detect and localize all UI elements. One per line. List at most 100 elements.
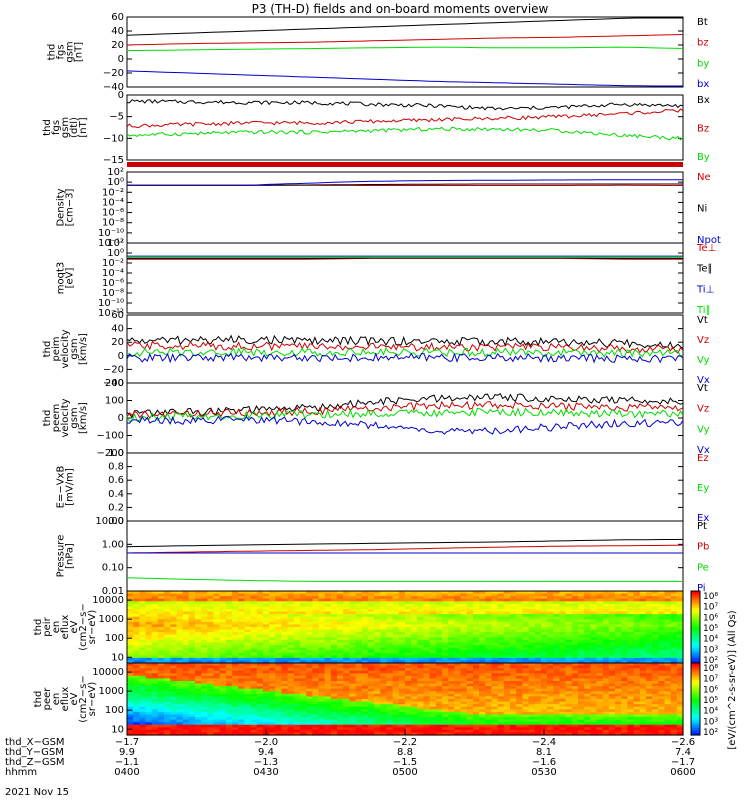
heatmap-cell [361,693,369,698]
heatmap-cell [386,665,394,669]
heatmap-cell [349,606,357,610]
heatmap-cell [398,650,406,654]
heatmap-cell [269,629,276,633]
heatmap-cell [528,704,536,708]
heatmap-cell [306,642,313,646]
legend-label-black: Vt [697,383,708,394]
heatmap-cell [182,603,190,608]
heatmap-cell [213,601,221,605]
heatmap-cell [565,663,573,667]
heatmap-cell [491,711,499,716]
heatmap-cell [590,632,598,636]
heatmap-cell [652,657,659,662]
heatmap-cell [306,688,313,692]
heatmap-cell [287,696,295,700]
heatmap-cell [330,598,338,602]
heatmap-cell [207,660,215,664]
heatmap-cell [337,681,344,685]
heatmap-cell [565,637,573,641]
heatmap-cell [596,639,604,644]
heatmap-cell [343,629,350,633]
heatmap-cell [164,696,171,700]
heatmap-cell [405,660,412,664]
heatmap-cell [127,639,134,644]
heatmap-cell [299,657,307,662]
heatmap-cell [392,621,400,626]
heatmap-cell [485,609,493,613]
heatmap-cell [361,686,369,690]
heatmap-cell [454,665,462,669]
heatmap-cell [460,598,468,602]
heatmap-cell [324,596,332,600]
heatmap-cell [429,678,437,682]
heatmap-cell [627,596,635,600]
heatmap-cell [460,660,468,664]
heatmap-cell [201,670,208,674]
heatmap-cell [670,652,678,656]
heatmap-cell [355,683,363,687]
heatmap-cell [472,673,480,677]
heatmap-cell [460,724,468,728]
heatmap-cell [460,645,468,649]
heatmap-cell [269,678,276,682]
heatmap-cell [608,645,616,649]
heatmap-cell [269,663,276,667]
heatmap-cell [176,627,184,631]
heatmap-cell [615,614,622,618]
heatmap-cell [127,693,134,698]
heatmap-cell [281,727,289,731]
heatmap-cell [590,711,598,716]
heatmap-cell [367,668,375,672]
heatmap-cell [639,637,647,641]
heatmap-cell [497,699,505,703]
heatmap-cell [170,632,178,636]
heatmap-cell [201,624,208,628]
heatmap-cell [330,732,338,736]
heatmap-cell [652,639,659,644]
heatmap-cell [547,709,554,713]
heatmap-cell [164,614,171,618]
heatmap-cell [559,673,567,677]
heatmap-cell [275,665,283,669]
heatmap-cell [577,621,585,626]
heatmap-cell [133,709,140,713]
heatmap-cell [448,660,456,664]
heatmap-cell [417,660,425,664]
heatmap-cell [454,691,462,695]
heatmap-cell [250,601,258,605]
heatmap-cell [188,614,196,618]
heatmap-cell [571,627,579,631]
heatmap-cell [244,675,252,680]
heatmap-cell [540,709,548,713]
heatmap-cell [516,632,523,636]
heatmap-cell [374,652,381,656]
heatmap-cell [429,637,437,641]
heatmap-cell [133,681,140,685]
heatmap-cell [355,668,363,672]
heatmap-cell [219,714,227,718]
heatmap-cell [405,699,412,703]
heatmap-cell [398,678,406,682]
heatmap-cell [510,621,517,626]
heatmap-cell [559,645,567,649]
heatmap-cell [281,660,289,664]
heatmap-cell [448,722,456,726]
heatmap-cell [448,663,456,667]
panel-frame [126,94,684,161]
heatmap-cell [343,645,350,649]
heatmap-cell [559,660,567,664]
heatmap-cell [516,688,523,692]
heatmap-cell [287,663,295,667]
heatmap-cell [639,627,647,631]
heatmap-cell [633,593,641,597]
heatmap-cell [250,683,258,687]
heatmap-cell [232,616,239,620]
heatmap-cell [417,693,425,698]
heatmap-cell [466,637,474,641]
heatmap-cell [139,655,147,659]
heatmap-cell [133,668,140,672]
heatmap-cell [349,603,357,608]
heatmap-cell [299,624,307,628]
heatmap-cell [411,706,418,710]
heatmap-cell [503,722,511,726]
